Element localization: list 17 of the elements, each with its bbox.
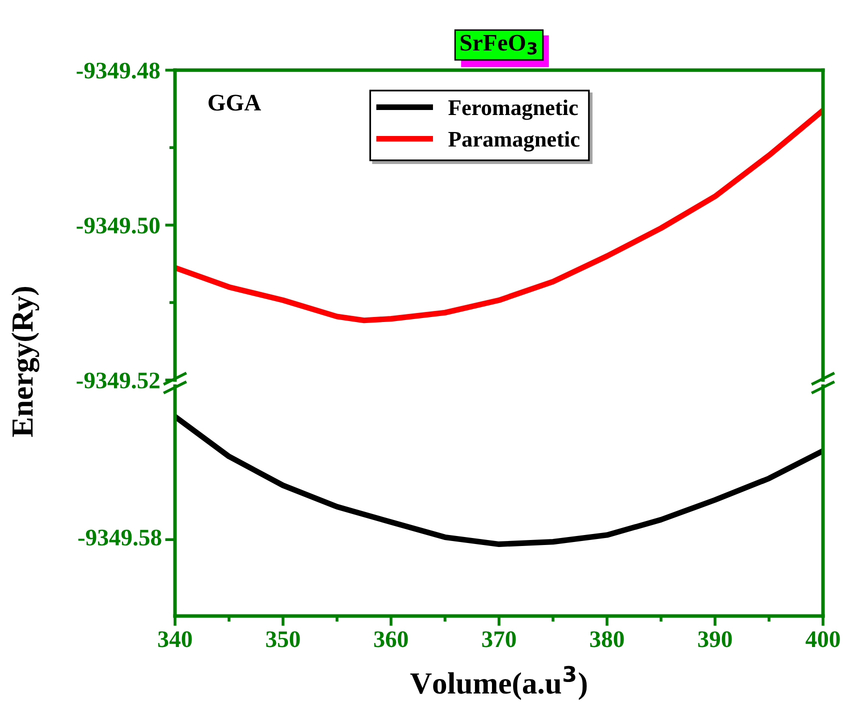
chart-title: SrFeO$_{3}$ [460,34,537,55]
x-tick-label: 400 [806,631,840,648]
legend-label: Feromagnetic [448,100,578,120]
y-tick-label: -9349.52 [76,372,160,389]
x-axis-title: Volume(a.u$^{3}$) [410,666,587,700]
x-tick-label: 350 [266,631,300,648]
y-tick-label: -9349.48 [76,62,160,79]
y-axis-title: Energy(Ry) [11,287,40,437]
x-tick-label: 390 [698,631,732,648]
x-tick-label: 370 [482,631,516,648]
text: -9349.58 [78,530,162,546]
x-tick-label: 360 [374,631,408,648]
annotation: GGA [208,94,262,111]
x-tick-label: 340 [158,631,192,648]
x-tick-label: 380 [590,631,624,648]
y-tick-label: -9349.50 [76,218,160,234]
legend-label: Paramagnetic [448,131,580,152]
